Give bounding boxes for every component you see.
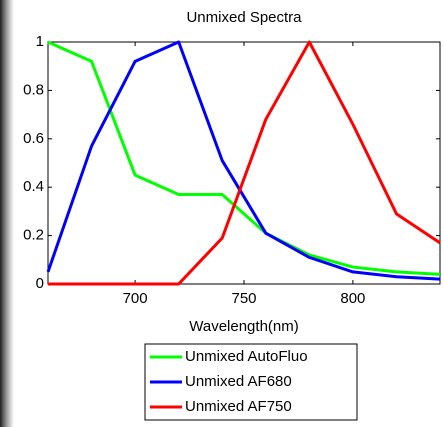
plot-area xyxy=(47,41,441,285)
legend-label: Unmixed AF680 xyxy=(185,373,292,390)
x-axis-label: Wavelength(nm) xyxy=(189,318,298,335)
series-line xyxy=(46,40,441,281)
y-tick-label: 0 xyxy=(36,275,44,292)
series-line xyxy=(48,40,441,286)
y-tick-label: 0.6 xyxy=(23,130,44,147)
y-tick-label: 0.8 xyxy=(23,81,44,98)
series-line xyxy=(47,40,441,276)
x-tick-label: 700 xyxy=(123,290,148,307)
y-tick-label: 0.2 xyxy=(23,227,44,244)
chart-title: Unmixed Spectra xyxy=(186,9,302,26)
y-tick-label: 0.4 xyxy=(23,178,44,195)
background-strip xyxy=(0,0,14,427)
y-tick-label: 1 xyxy=(36,33,44,50)
legend-label: Unmixed AutoFluo xyxy=(185,348,308,365)
x-tick-label: 750 xyxy=(231,290,256,307)
legend-label: Unmixed AF750 xyxy=(185,398,292,415)
x-tick-label: 800 xyxy=(340,290,365,307)
